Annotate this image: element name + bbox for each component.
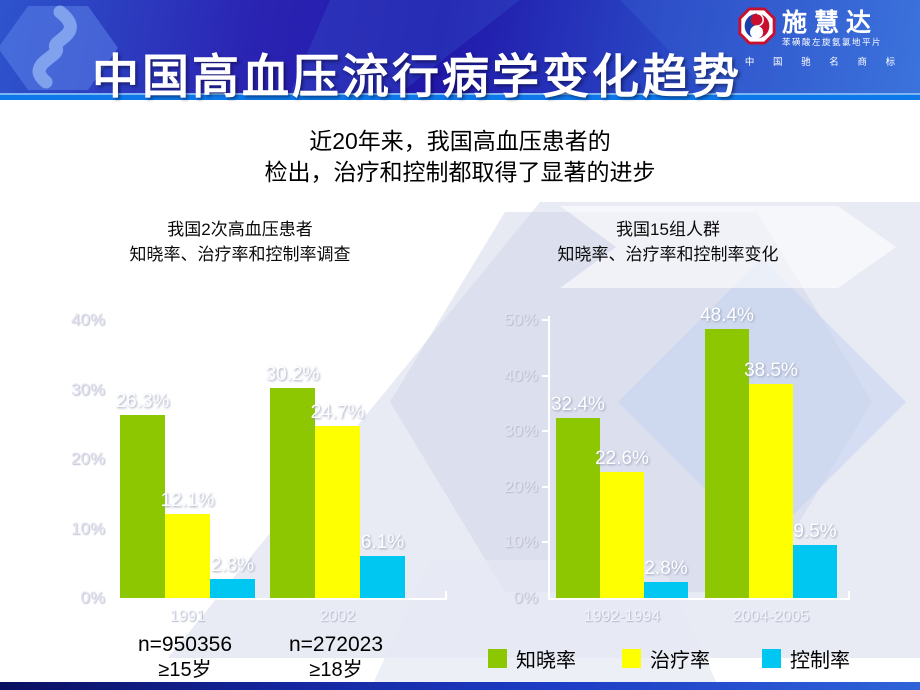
y-tick-mark <box>542 319 549 321</box>
y-tick-mark <box>109 458 116 460</box>
y-tick-mark <box>542 374 549 377</box>
x-category-label: 2004-2005 <box>732 608 810 625</box>
right-chart-title-line-2: 知晓率、治疗率和控制率变化 <box>557 245 779 264</box>
legend-label: 知晓率 <box>516 650 576 672</box>
bar-知晓率-1992-1994 <box>556 417 600 598</box>
bar-value-label: 2.8% <box>210 554 255 576</box>
brand-name: 施慧达 <box>782 8 879 37</box>
bar-value-label: 48.4% <box>700 304 754 326</box>
subtitle-line-2: 检出，治疗和控制都取得了显著的进步 <box>264 159 656 185</box>
y-tick-label: 20% <box>70 449 105 468</box>
bar-value-label: 2.8% <box>644 558 688 580</box>
bar-value-label: 12.1% <box>160 489 215 511</box>
brand-subtext: 苯磺酸左旋氨氯地平片 <box>782 36 883 47</box>
x-category-label: 1992-1994 <box>583 608 661 625</box>
y-tick-mark <box>542 485 549 488</box>
bottom-accent-bar <box>0 682 920 690</box>
y-tick-label: 40% <box>70 310 105 329</box>
brand-logo-icon <box>738 7 776 50</box>
y-tick-label: 10% <box>503 532 538 552</box>
y-tick-mark <box>109 319 116 321</box>
chart-legend: 知晓率 治疗率 控制率 <box>480 644 910 672</box>
legend-swatch-cyan <box>762 649 781 668</box>
footnote-sample-size: n=272023 <box>288 633 384 656</box>
left-bar-chart: 0% 10% 20% 30% 40% 1991 26.3% 12.1% 2.8% 2002 30.2… <box>55 305 455 645</box>
x-axis-end-tick <box>445 591 447 600</box>
y-tick-label: 50% <box>503 310 538 329</box>
page-title: 中国高血压流行病学变化趋势 <box>92 50 742 103</box>
y-axis-line <box>548 316 550 600</box>
bar-知晓率-2002 <box>270 388 315 598</box>
footnote-age-criterion: ≥18岁 <box>309 659 363 681</box>
bar-治疗率-2004-2005 <box>749 383 793 598</box>
x-category-label: 1991 <box>169 608 206 625</box>
bar-治疗率-1991 <box>165 513 210 598</box>
bar-value-label: 24.7% <box>310 402 365 424</box>
left-chart-title-line-2: 知晓率、治疗率和控制率调查 <box>129 245 351 264</box>
y-tick-label: 40% <box>503 365 538 385</box>
bar-value-label: 9.5% <box>793 521 837 543</box>
legend-swatch-green <box>488 649 507 668</box>
footnote-2002-sample: n=272023 ≥18岁 <box>246 632 426 684</box>
brand-logo: 施慧达 苯磺酸左旋氨氯地平片 中 国 驰 名 商 标 <box>738 7 910 68</box>
y-tick-label: 0% <box>80 588 105 607</box>
bar-控制率-1991 <box>210 578 255 598</box>
y-tick-mark <box>542 541 549 544</box>
y-tick-mark <box>109 527 116 530</box>
bar-控制率-1992-1994 <box>644 582 688 598</box>
bar-治疗率-1992-1994 <box>600 472 644 598</box>
footnote-1991-sample: n=950356 ≥15岁 <box>95 632 275 684</box>
x-axis-line <box>548 598 850 600</box>
slide-subtitle: 近20年来，我国高血压患者的 检出，治疗和控制都取得了显著的进步 <box>0 126 920 188</box>
bar-value-label: 22.6% <box>595 448 649 470</box>
legend-swatch-yellow <box>622 649 641 668</box>
brand-trademark-text: 中 国 驰 名 商 标 <box>744 57 904 68</box>
legend-item-awareness: 知晓率 <box>488 644 576 673</box>
y-tick-mark <box>109 388 116 391</box>
subtitle-line-1: 近20年来，我国高血压患者的 <box>309 128 611 154</box>
x-axis-end-tick <box>848 591 850 600</box>
x-axis-line <box>115 598 447 600</box>
bar-知晓率-1991 <box>120 415 165 598</box>
bar-控制率-2004-2005 <box>793 545 837 598</box>
left-chart-title: 我国2次高血压患者 知晓率、治疗率和控制率调查 <box>70 217 410 267</box>
bar-控制率-2002 <box>360 555 405 598</box>
header-decoration-hexagon <box>0 0 920 93</box>
bar-治疗率-2002 <box>315 426 360 598</box>
x-category-label: 2002 <box>319 608 356 625</box>
legend-item-treatment: 治疗率 <box>622 644 710 673</box>
header-accent-strip <box>0 93 920 100</box>
footnote-sample-size: n=950356 <box>137 633 233 656</box>
bar-value-label: 30.2% <box>265 364 320 386</box>
y-tick-label: 0% <box>513 588 538 607</box>
legend-label: 治疗率 <box>650 650 710 672</box>
y-axis-line <box>115 316 117 600</box>
legend-item-control: 控制率 <box>762 644 850 673</box>
y-tick-label: 30% <box>70 379 105 399</box>
bar-value-label: 32.4% <box>551 393 605 415</box>
y-tick-mark <box>542 430 549 433</box>
bar-value-label: 6.1% <box>360 531 405 553</box>
legend-label: 控制率 <box>790 650 850 672</box>
footnote-age-criterion: ≥15岁 <box>158 659 212 681</box>
right-chart-title-line-1: 我国15组人群 <box>616 220 720 239</box>
bar-value-label: 38.5% <box>744 359 798 381</box>
y-tick-label: 20% <box>503 476 538 496</box>
bar-知晓率-2004-2005 <box>705 328 749 598</box>
left-chart-title-line-1: 我国2次高血压患者 <box>167 220 313 239</box>
bar-value-label: 26.3% <box>115 391 170 413</box>
right-chart-title: 我国15组人群 知晓率、治疗率和控制率变化 <box>498 217 838 267</box>
right-bar-chart: 0% 10% 20% 30% 40% 50% 1992-1994 32.4% 22.6% 2.8%… <box>500 305 905 645</box>
y-tick-label: 30% <box>503 421 538 441</box>
y-tick-label: 10% <box>70 518 105 538</box>
